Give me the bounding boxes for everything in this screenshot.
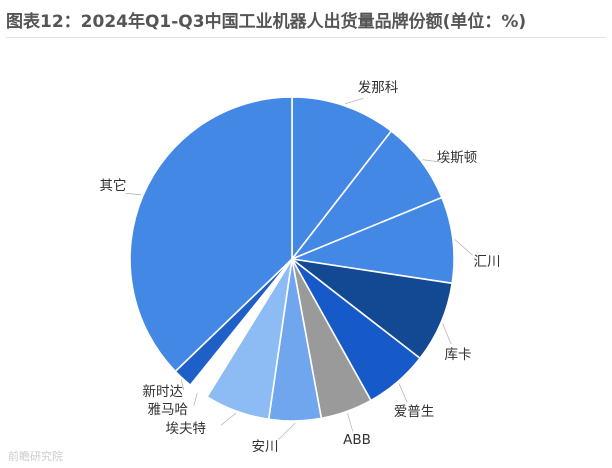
leader-line-6 — [278, 422, 296, 440]
leader-line-4 — [398, 383, 408, 403]
slice-label-8: 雅马哈 — [148, 402, 189, 418]
label-leaders — [125, 98, 473, 440]
chart-title: 图表12：2024年Q1-Q3中国工业机器人出货量品牌份额(单位：%) — [6, 12, 527, 32]
pie-slice-2 — [289, 196, 455, 285]
leader-line-5 — [347, 413, 354, 432]
slice-label-6: 安川 — [252, 439, 279, 455]
leader-line-10 — [125, 192, 142, 196]
leader-line-0 — [344, 98, 364, 105]
title-divider — [6, 37, 606, 38]
leader-line-2 — [454, 239, 473, 256]
pie-slices — [129, 96, 455, 422]
slice-label-1: 埃斯顿 — [437, 150, 478, 166]
slice-label-7: 埃夫特 — [166, 421, 207, 437]
slice-label-3: 库卡 — [445, 347, 472, 363]
slice-label-9: 新时达 — [143, 384, 184, 400]
leader-line-8 — [193, 392, 198, 406]
slice-label-2: 汇川 — [474, 254, 501, 270]
leader-line-1 — [422, 159, 442, 163]
slice-label-4: 爱普生 — [394, 404, 435, 420]
slice-label-0: 发那科 — [358, 80, 399, 96]
slice-label-5: ABB — [343, 432, 371, 448]
pie-slice-10 — [129, 96, 293, 373]
leader-line-9 — [180, 379, 185, 391]
leader-line-3 — [442, 323, 452, 345]
watermark-text: 前瞻研究院 — [8, 450, 63, 463]
slice-label-10: 其它 — [100, 177, 127, 194]
leader-line-7 — [220, 412, 237, 426]
pie-slice-0 — [291, 96, 393, 262]
